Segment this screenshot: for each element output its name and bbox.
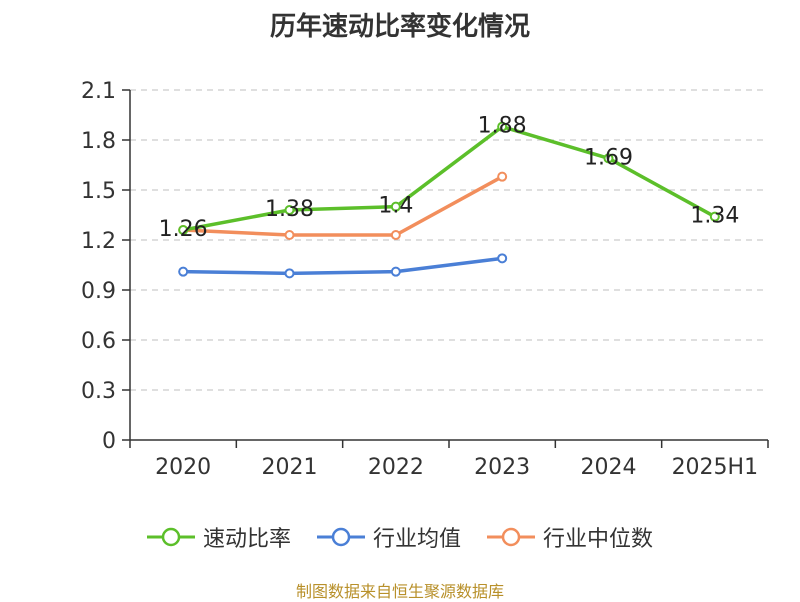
y-tick-label: 0.3 [81, 379, 116, 404]
axes: 0 0.3 0.6 0.9 1.2 1.5 1.8 2.1 2020 2021 2022 2023 20… [81, 79, 769, 480]
legend-item[interactable]: 速动比率 [146, 521, 291, 553]
x-tick-label: 2023 [474, 455, 530, 480]
y-tick-label: 2.1 [81, 79, 116, 104]
x-tick-label: 2021 [262, 455, 318, 480]
data-labels: 1.26 1.38 1.4 1.88 1.69 1.34 [159, 114, 740, 242]
chart-title: 历年速动比率变化情况 [269, 12, 530, 42]
data-point [709, 211, 720, 222]
y-tick-label: 1.2 [81, 229, 116, 254]
data-point [497, 253, 508, 264]
data-point [497, 121, 508, 132]
legend-label: 行业中位数 [543, 527, 654, 552]
data-label: 1.69 [584, 145, 633, 170]
data-point [178, 266, 189, 277]
data-point [284, 205, 295, 215]
series-line-0 [182, 124, 716, 232]
legend-item[interactable]: 行业均值 [316, 521, 461, 553]
series-line-2 [183, 175, 504, 237]
legend-swatch-icon [487, 527, 535, 547]
y-tick-label: 1.5 [81, 179, 116, 204]
data-point [284, 230, 295, 240]
x-tick-label: 2020 [155, 455, 211, 480]
data-point [390, 230, 401, 240]
series-line-1 [183, 256, 503, 276]
grid-lines [130, 89, 768, 391]
y-tick-label: 0.6 [81, 329, 116, 354]
data-point [390, 201, 401, 212]
legend-item[interactable]: 行业中位数 [487, 521, 653, 553]
data-point [497, 171, 508, 182]
data-point [390, 266, 401, 277]
data-point [603, 153, 614, 164]
legend: 速动比率 行业均值 行业中位数 [0, 520, 800, 554]
data-label: 1.88 [478, 114, 527, 139]
legend-swatch-icon [316, 527, 365, 547]
y-tick-label: 1.8 [81, 129, 116, 154]
y-tick-label: 0 [102, 429, 116, 454]
x-tick-label: 2022 [368, 455, 424, 480]
series-lines [178, 121, 720, 279]
data-point [284, 268, 295, 279]
legend-label: 行业均值 [372, 527, 461, 552]
data-point [178, 225, 189, 235]
data-label: 1.38 [265, 197, 314, 222]
source-note: 制图数据来自恒生聚源数据库 [295, 582, 504, 601]
legend-swatch-icon [146, 527, 195, 547]
data-label: 1.4 [378, 194, 413, 219]
data-label: 1.34 [690, 204, 739, 229]
x-tick-label: 2024 [581, 455, 637, 480]
data-label: 1.26 [159, 217, 208, 242]
y-tick-label: 0.9 [81, 279, 116, 304]
legend-label: 速动比率 [202, 527, 291, 552]
x-tick-label: 2025H1 [672, 455, 759, 480]
